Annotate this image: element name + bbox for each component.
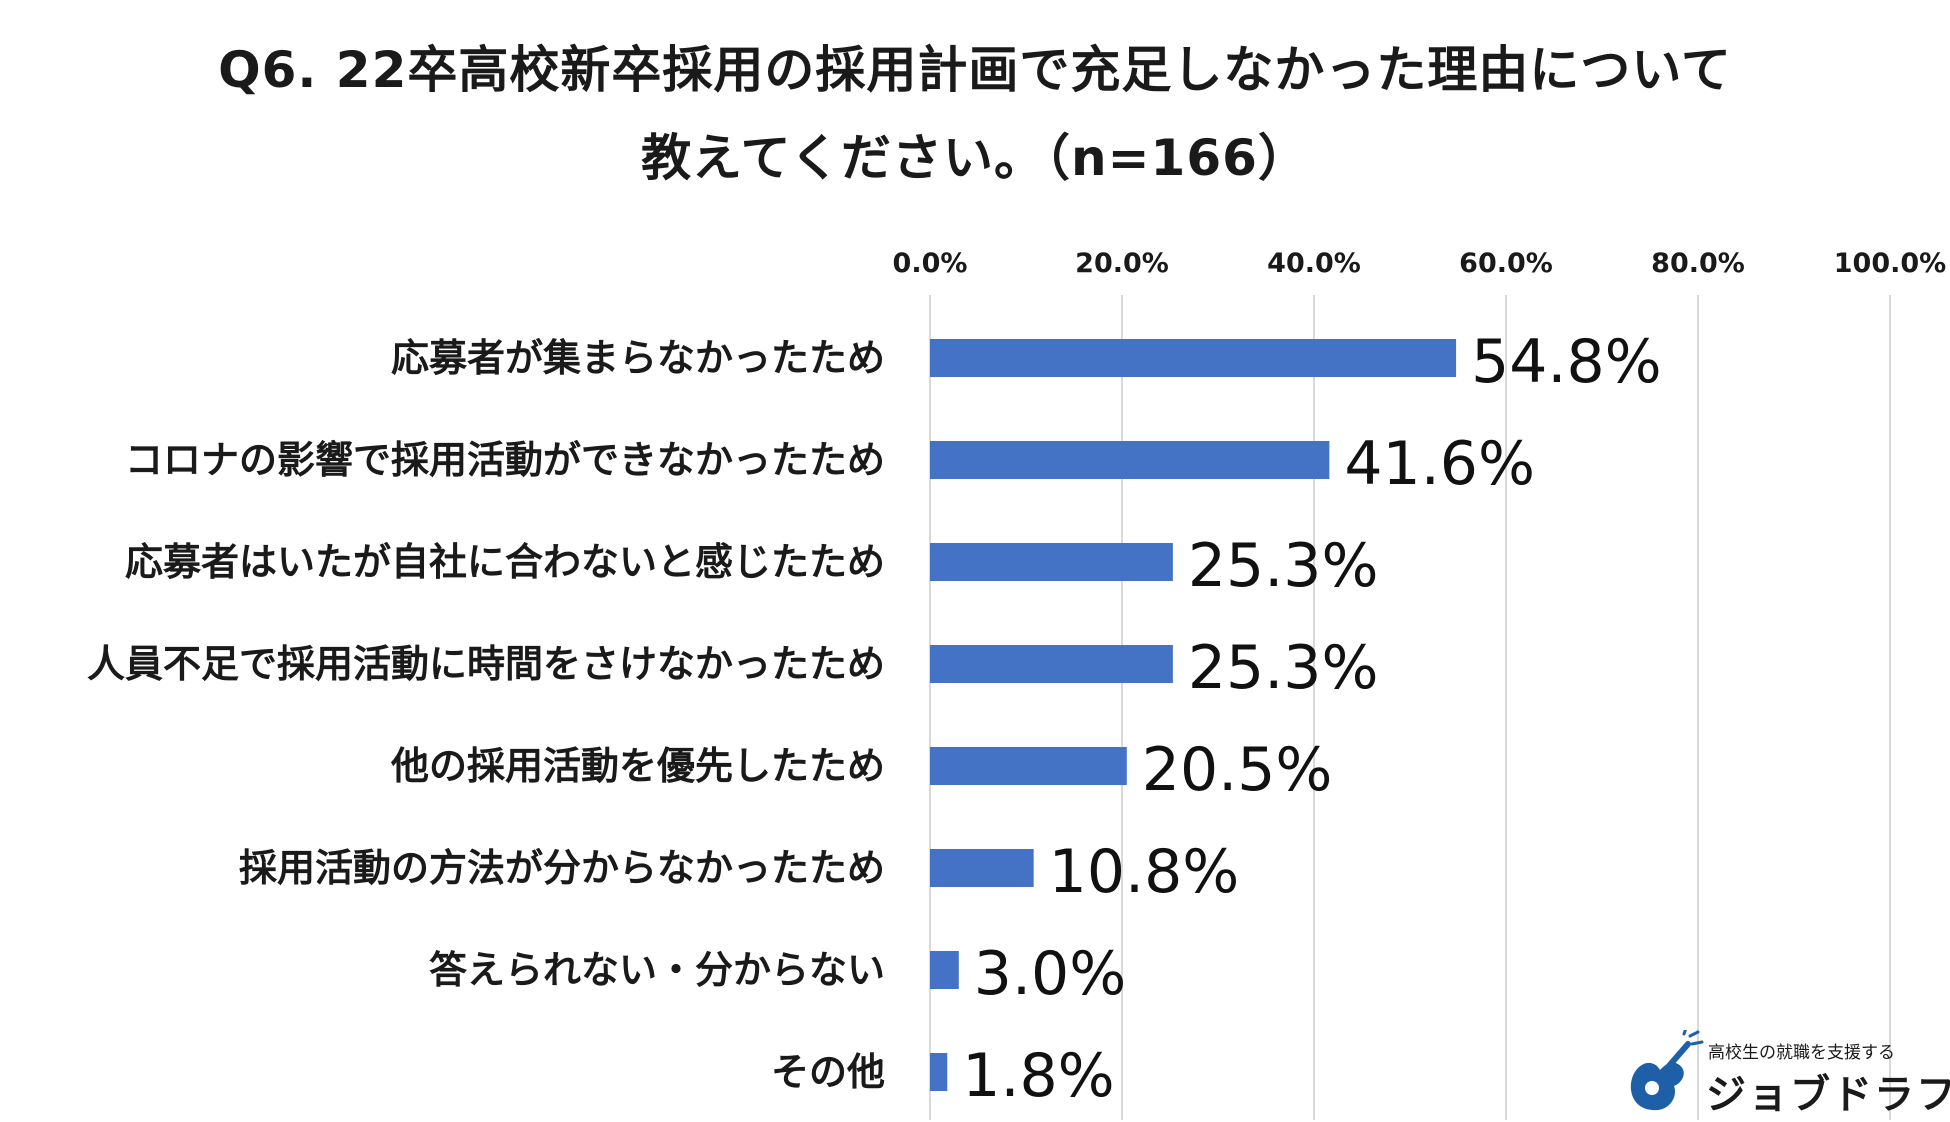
x-tick-label: 0.0% <box>893 248 968 279</box>
data-label: 3.0% <box>974 939 1126 1009</box>
bar <box>930 747 1127 785</box>
bar <box>930 951 959 989</box>
category-label: 応募者はいたが自社に合わないと感じたため <box>125 540 885 584</box>
category-label: コロナの影響で採用活動ができなかったため <box>125 438 885 482</box>
data-label: 25.3% <box>1188 633 1379 703</box>
x-tick-label: 100.0% <box>1834 248 1946 279</box>
data-label: 10.8% <box>1049 837 1240 907</box>
bar <box>930 543 1173 581</box>
x-tick-label: 80.0% <box>1651 248 1745 279</box>
bar <box>930 339 1457 377</box>
category-label: その他 <box>771 1050 885 1094</box>
category-label: 他の採用活動を優先したため <box>390 744 885 788</box>
guitar-mark-icon <box>1630 1030 1704 1111</box>
data-label: 54.8% <box>1471 327 1662 397</box>
logo-tagline: 高校生の就職を支援する <box>1708 1043 1895 1063</box>
logo-name: ジョブドラフト <box>1706 1072 1950 1118</box>
category-label: 答えられない・分からない <box>429 948 885 992</box>
data-label: 25.3% <box>1188 531 1379 601</box>
data-label: 20.5% <box>1142 735 1333 805</box>
data-label: 1.8% <box>962 1041 1114 1111</box>
bar <box>930 1053 948 1091</box>
data-label: 41.6% <box>1344 429 1535 499</box>
chart-title-line1: Q6. 22卒高校新卒採用の採用計画で充足しなかった理由について <box>218 41 1732 99</box>
bar <box>930 645 1173 683</box>
brand-logo: 高校生の就職を支援する ジョブドラフト <box>1618 1030 1950 1120</box>
x-tick-label: 20.0% <box>1075 248 1169 279</box>
category-label: 採用活動の方法が分からなかったため <box>239 846 885 890</box>
category-label: 応募者が集まらなかったため <box>391 336 885 380</box>
x-tick-label: 40.0% <box>1267 248 1361 279</box>
category-label: 人員不足で採用活動に時間をさけなかったため <box>87 642 885 686</box>
bar <box>930 441 1330 479</box>
bar <box>930 849 1034 887</box>
chart-title-line2: 教えてください。（n=166） <box>641 129 1309 187</box>
x-tick-label: 60.0% <box>1459 248 1553 279</box>
